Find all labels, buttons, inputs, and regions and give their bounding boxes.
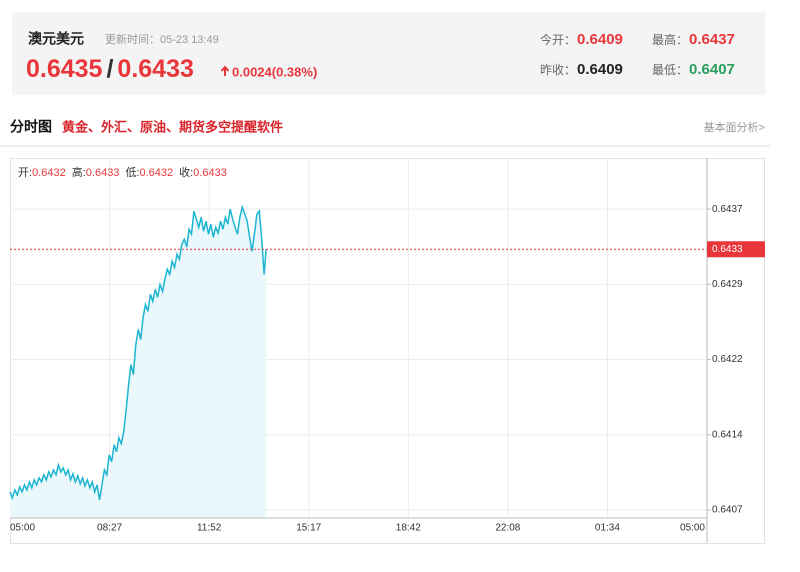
ohlc-value: 0.6432 — [32, 167, 66, 179]
ohlc-value: 0.6433 — [193, 167, 227, 179]
section-title: 分时图 — [10, 119, 52, 135]
x-tick-label: 22:08 — [495, 523, 520, 534]
symbol: 澳元美元 — [28, 31, 84, 47]
y-tick-label: 0.6429 — [712, 279, 743, 290]
ask: 0.6433 — [117, 55, 193, 83]
update-label: 更新时间： — [105, 32, 160, 46]
up-arrow — [220, 65, 230, 76]
price: 0.6435/0.6433 — [26, 55, 194, 83]
analysis-link[interactable]: 基本面分析> — [704, 120, 765, 134]
ohlc-value: 0.6433 — [86, 167, 120, 179]
area — [10, 207, 267, 518]
x-tick-label: 01:34 — [595, 523, 620, 534]
x-tick-label: 15:17 — [296, 523, 321, 534]
plot — [9, 158, 707, 518]
open-label: 今开： — [540, 32, 576, 47]
chart-frame — [10, 158, 765, 544]
bid: 0.6435 — [26, 55, 103, 83]
ohlc-label: 低: — [125, 166, 139, 179]
prev-value: 0.6409 — [577, 61, 623, 78]
open-value: 0.6409 — [577, 31, 623, 48]
y-tick-label: 0.6437 — [712, 204, 743, 215]
x-tick-label: 08:27 — [97, 523, 122, 534]
promo-link[interactable]: 黄金、外汇、原油、期货多空提醒软件 — [62, 119, 283, 134]
ohlc-label: 高: — [72, 165, 86, 179]
high-label: 最高： — [652, 32, 688, 47]
last-price-tag — [707, 241, 765, 258]
update-value: 05-23 13:49 — [160, 34, 219, 46]
y-tick-label: 0.6414 — [712, 429, 743, 440]
y-tick-label: 0.6407 — [712, 505, 743, 516]
ohlc-bar: 开:0.6432 高:0.6433 低:0.6432 收:0.6433 — [18, 165, 227, 179]
prev-label: 昨收： — [540, 63, 576, 77]
x-tick-label: 05:00 — [680, 523, 705, 534]
low-label: 最低： — [652, 63, 688, 77]
low-value: 0.6407 — [689, 61, 735, 78]
update-time: 更新时间：05-23 13:49 — [105, 32, 219, 46]
separator: / — [106, 55, 113, 83]
quote-panel — [12, 12, 765, 95]
x-tick-label: 18:42 — [396, 523, 421, 534]
x-tick-label: 11:52 — [197, 523, 222, 534]
y-tick-label: 0.6422 — [712, 354, 743, 365]
price-line — [9, 204, 267, 501]
high-value: 0.6437 — [689, 31, 735, 48]
x-tick-label: 05:00 — [10, 523, 35, 534]
change: 0.0024(0.38%) — [232, 64, 317, 79]
ohlc-label: 开: — [18, 167, 32, 179]
last-price-label: 0.6433 — [712, 244, 743, 255]
ohlc-label: 收: — [179, 165, 193, 179]
ohlc-value: 0.6432 — [140, 167, 174, 179]
